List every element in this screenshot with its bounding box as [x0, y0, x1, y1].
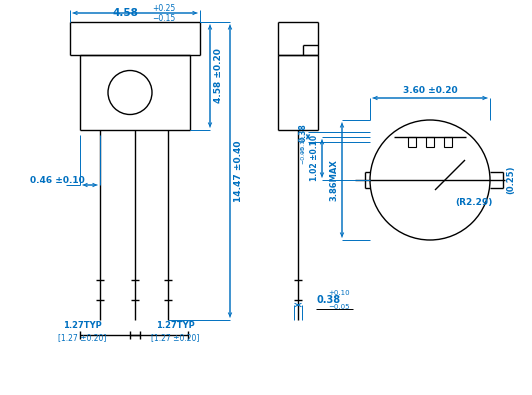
Text: [1.27 ±0.20]: [1.27 ±0.20]: [58, 333, 106, 342]
Bar: [408, 137, 416, 147]
Text: 1.27TYP: 1.27TYP: [156, 322, 194, 331]
Text: 3.86MAX: 3.86MAX: [329, 159, 338, 201]
Bar: [444, 137, 452, 147]
Text: 4.58 ±0.20: 4.58 ±0.20: [214, 49, 223, 103]
Text: +0.25: +0.25: [152, 4, 175, 13]
Text: 4.58: 4.58: [112, 8, 138, 18]
Text: [1.27 ±0.20]: [1.27 ±0.20]: [151, 333, 199, 342]
Text: 0.38: 0.38: [316, 295, 340, 305]
Text: (R2.29): (R2.29): [455, 198, 493, 207]
Text: −0.05: −0.05: [328, 304, 350, 310]
Text: 3.60 ±0.20: 3.60 ±0.20: [403, 85, 458, 94]
Text: 1.02 ±0.10: 1.02 ±0.10: [310, 135, 319, 181]
Text: 14.47 ±0.40: 14.47 ±0.40: [234, 140, 243, 202]
Text: 0.46 ±0.10: 0.46 ±0.10: [30, 175, 85, 184]
Text: (0.25): (0.25): [506, 166, 516, 194]
Bar: [426, 137, 434, 147]
Text: −0.15: −0.15: [152, 13, 175, 23]
Text: 0.38: 0.38: [298, 123, 307, 142]
Text: −0.05: −0.05: [301, 145, 305, 164]
Text: +0.10: +0.10: [301, 135, 305, 154]
Text: 1.27TYP: 1.27TYP: [63, 322, 102, 331]
Text: +0.10: +0.10: [328, 290, 350, 296]
